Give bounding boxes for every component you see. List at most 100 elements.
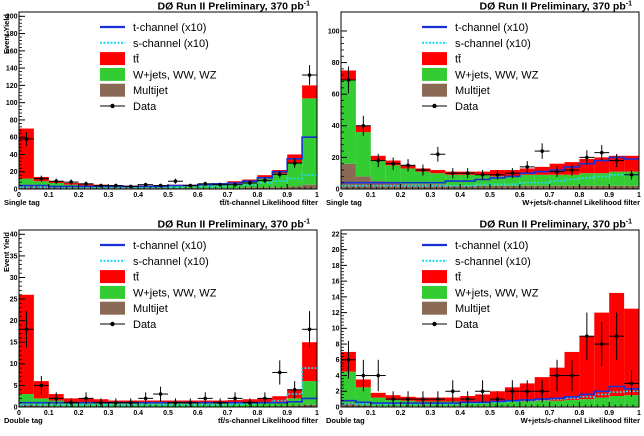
bar-multijet-bin-5 <box>415 184 431 189</box>
y-tick-label: 140 <box>6 66 18 73</box>
bar-multijet-bin-0 <box>19 404 34 407</box>
bar-wjets-bin-2 <box>370 160 386 182</box>
data-point-15 <box>248 181 252 185</box>
y-axis-label: Event Yield <box>2 232 11 272</box>
x-tick-label: 0.8 <box>575 410 585 417</box>
chart-title: DØ Run II Preliminary, 370 pb-1 <box>158 219 311 231</box>
y-tick-label: 14 <box>332 294 340 301</box>
bar-multijet-bin-4 <box>400 184 416 189</box>
data-point-11 <box>510 389 515 394</box>
legend-swatch-multijet <box>100 301 125 315</box>
legend-label-wjets: W+jets, WW, WZ <box>133 287 217 299</box>
bar-wjets-bin-17 <box>594 397 610 407</box>
x-tick-label: 0.3 <box>104 192 114 199</box>
chart-svg: 0 0.1 0.2 0.3 0.4 0.5 0.6 0.7 0.8 0.9 1 0 20 40 60 80 10… <box>2 1 319 208</box>
x-axis-label: tt̄/s-channel Likelihood filter <box>218 416 318 425</box>
data-point-0 <box>346 358 351 362</box>
data-point-18 <box>292 387 297 392</box>
x-tick-label: 0.7 <box>545 192 555 199</box>
legend-label-ttbar: tt̄ <box>455 271 461 283</box>
data-point-8 <box>465 397 470 401</box>
y-tick-label: 200 <box>6 14 18 21</box>
data-point-3 <box>391 397 395 401</box>
bar-wjets-bin-2 <box>370 397 386 407</box>
y-tick-label: 5 <box>14 383 18 390</box>
bar-wjets-bin-15 <box>564 174 580 186</box>
bar-wjets-bin-18 <box>609 171 625 186</box>
legend-swatch-point-data <box>432 103 437 109</box>
legend-label-ttbar: tt̄ <box>455 53 461 65</box>
data-point-6 <box>436 152 440 157</box>
y-tick-label: 20 <box>332 155 340 162</box>
data-point-0 <box>24 137 29 141</box>
bar-wjets-bin-1 <box>33 181 49 187</box>
bar-wjets-bin-15 <box>564 399 580 407</box>
bar-wjets-bin-9 <box>475 401 490 407</box>
bar-multijet-bin-6 <box>430 184 446 189</box>
data-point-2 <box>376 158 381 163</box>
y-tick-label: 30 <box>10 275 18 282</box>
x-tick-label: 0 <box>339 410 343 417</box>
x-tick-label: 0.8 <box>253 192 263 199</box>
x-tick-label: 0 <box>17 410 21 417</box>
bar-multijet-bin-0 <box>341 403 356 407</box>
chart-title-main: DØ Run II Preliminary, 370 pb <box>158 1 304 13</box>
data-point-6 <box>114 400 118 405</box>
x-tick-label: 0.8 <box>253 410 263 417</box>
x-tick-label: 0.4 <box>455 410 465 417</box>
bar-wjets-bin-3 <box>385 165 401 183</box>
y-tick-label: 80 <box>332 60 340 67</box>
data-point-0 <box>24 327 29 332</box>
data-point-4 <box>84 396 88 401</box>
x-tick-label: 1 <box>315 410 319 417</box>
line-tchannel <box>341 156 639 184</box>
data-point-9 <box>480 172 485 177</box>
x-tick-label: 0.4 <box>455 192 465 199</box>
x-tick-label: 0.2 <box>74 192 84 199</box>
bar-ttbar-bin-19 <box>624 155 639 172</box>
data-point-13 <box>540 389 544 394</box>
chart-title-sup: -1 <box>626 219 632 226</box>
legend-label-schannel: s-channel (x10) <box>455 38 531 50</box>
x-tick-label: 1 <box>315 192 319 199</box>
y-tick-label: 40 <box>332 123 340 130</box>
bar-multijet-bin-14 <box>549 185 565 189</box>
chart-title-sup: -1 <box>626 1 632 8</box>
x-tick-label: 0.7 <box>223 410 233 417</box>
data-point-0 <box>346 78 351 82</box>
bar-wjets-bin-14 <box>549 400 565 407</box>
data-point-7 <box>450 171 455 175</box>
plot-area <box>19 65 317 189</box>
y-tick-label: 10 <box>332 326 340 333</box>
data-point-10 <box>173 179 178 184</box>
data-point-19 <box>629 381 634 386</box>
data-point-10 <box>495 397 500 401</box>
data-point-15 <box>248 400 252 405</box>
x-tick-label: 0.5 <box>163 410 173 417</box>
bar-ttbar-bin-6 <box>430 170 446 174</box>
bar-wjets-bin-6 <box>430 173 446 185</box>
tag-label: Single tag <box>326 198 362 207</box>
tag-label: Double tag <box>326 416 365 425</box>
y-tick-label: 0 <box>336 404 340 411</box>
data-point-16 <box>585 155 589 160</box>
bar-multijet-bin-17 <box>272 187 288 189</box>
y-tick-label: 0 <box>14 404 18 411</box>
bar-wjets-bin-0 <box>341 371 356 404</box>
x-tick-label: 0.9 <box>604 192 614 199</box>
bar-multijet-bin-18 <box>609 185 625 189</box>
legend-label-tchannel: t-channel (x10) <box>133 240 206 252</box>
bar-multijet-bin-18 <box>287 405 303 407</box>
data-point-4 <box>84 182 88 186</box>
y-tick-label: 20 <box>10 318 18 325</box>
legend-swatch-multijet <box>100 83 125 97</box>
bar-multijet-bin-8 <box>460 185 476 189</box>
bar-ttbar-bin-16 <box>579 158 595 174</box>
legend-label-schannel: s-channel (x10) <box>455 256 531 268</box>
chart-title-main: DØ Run II Preliminary, 370 pb <box>480 219 626 231</box>
data-point-1 <box>39 383 44 388</box>
y-tick-label: 40 <box>10 232 18 239</box>
data-point-18 <box>614 158 619 163</box>
data-point-9 <box>158 392 163 396</box>
